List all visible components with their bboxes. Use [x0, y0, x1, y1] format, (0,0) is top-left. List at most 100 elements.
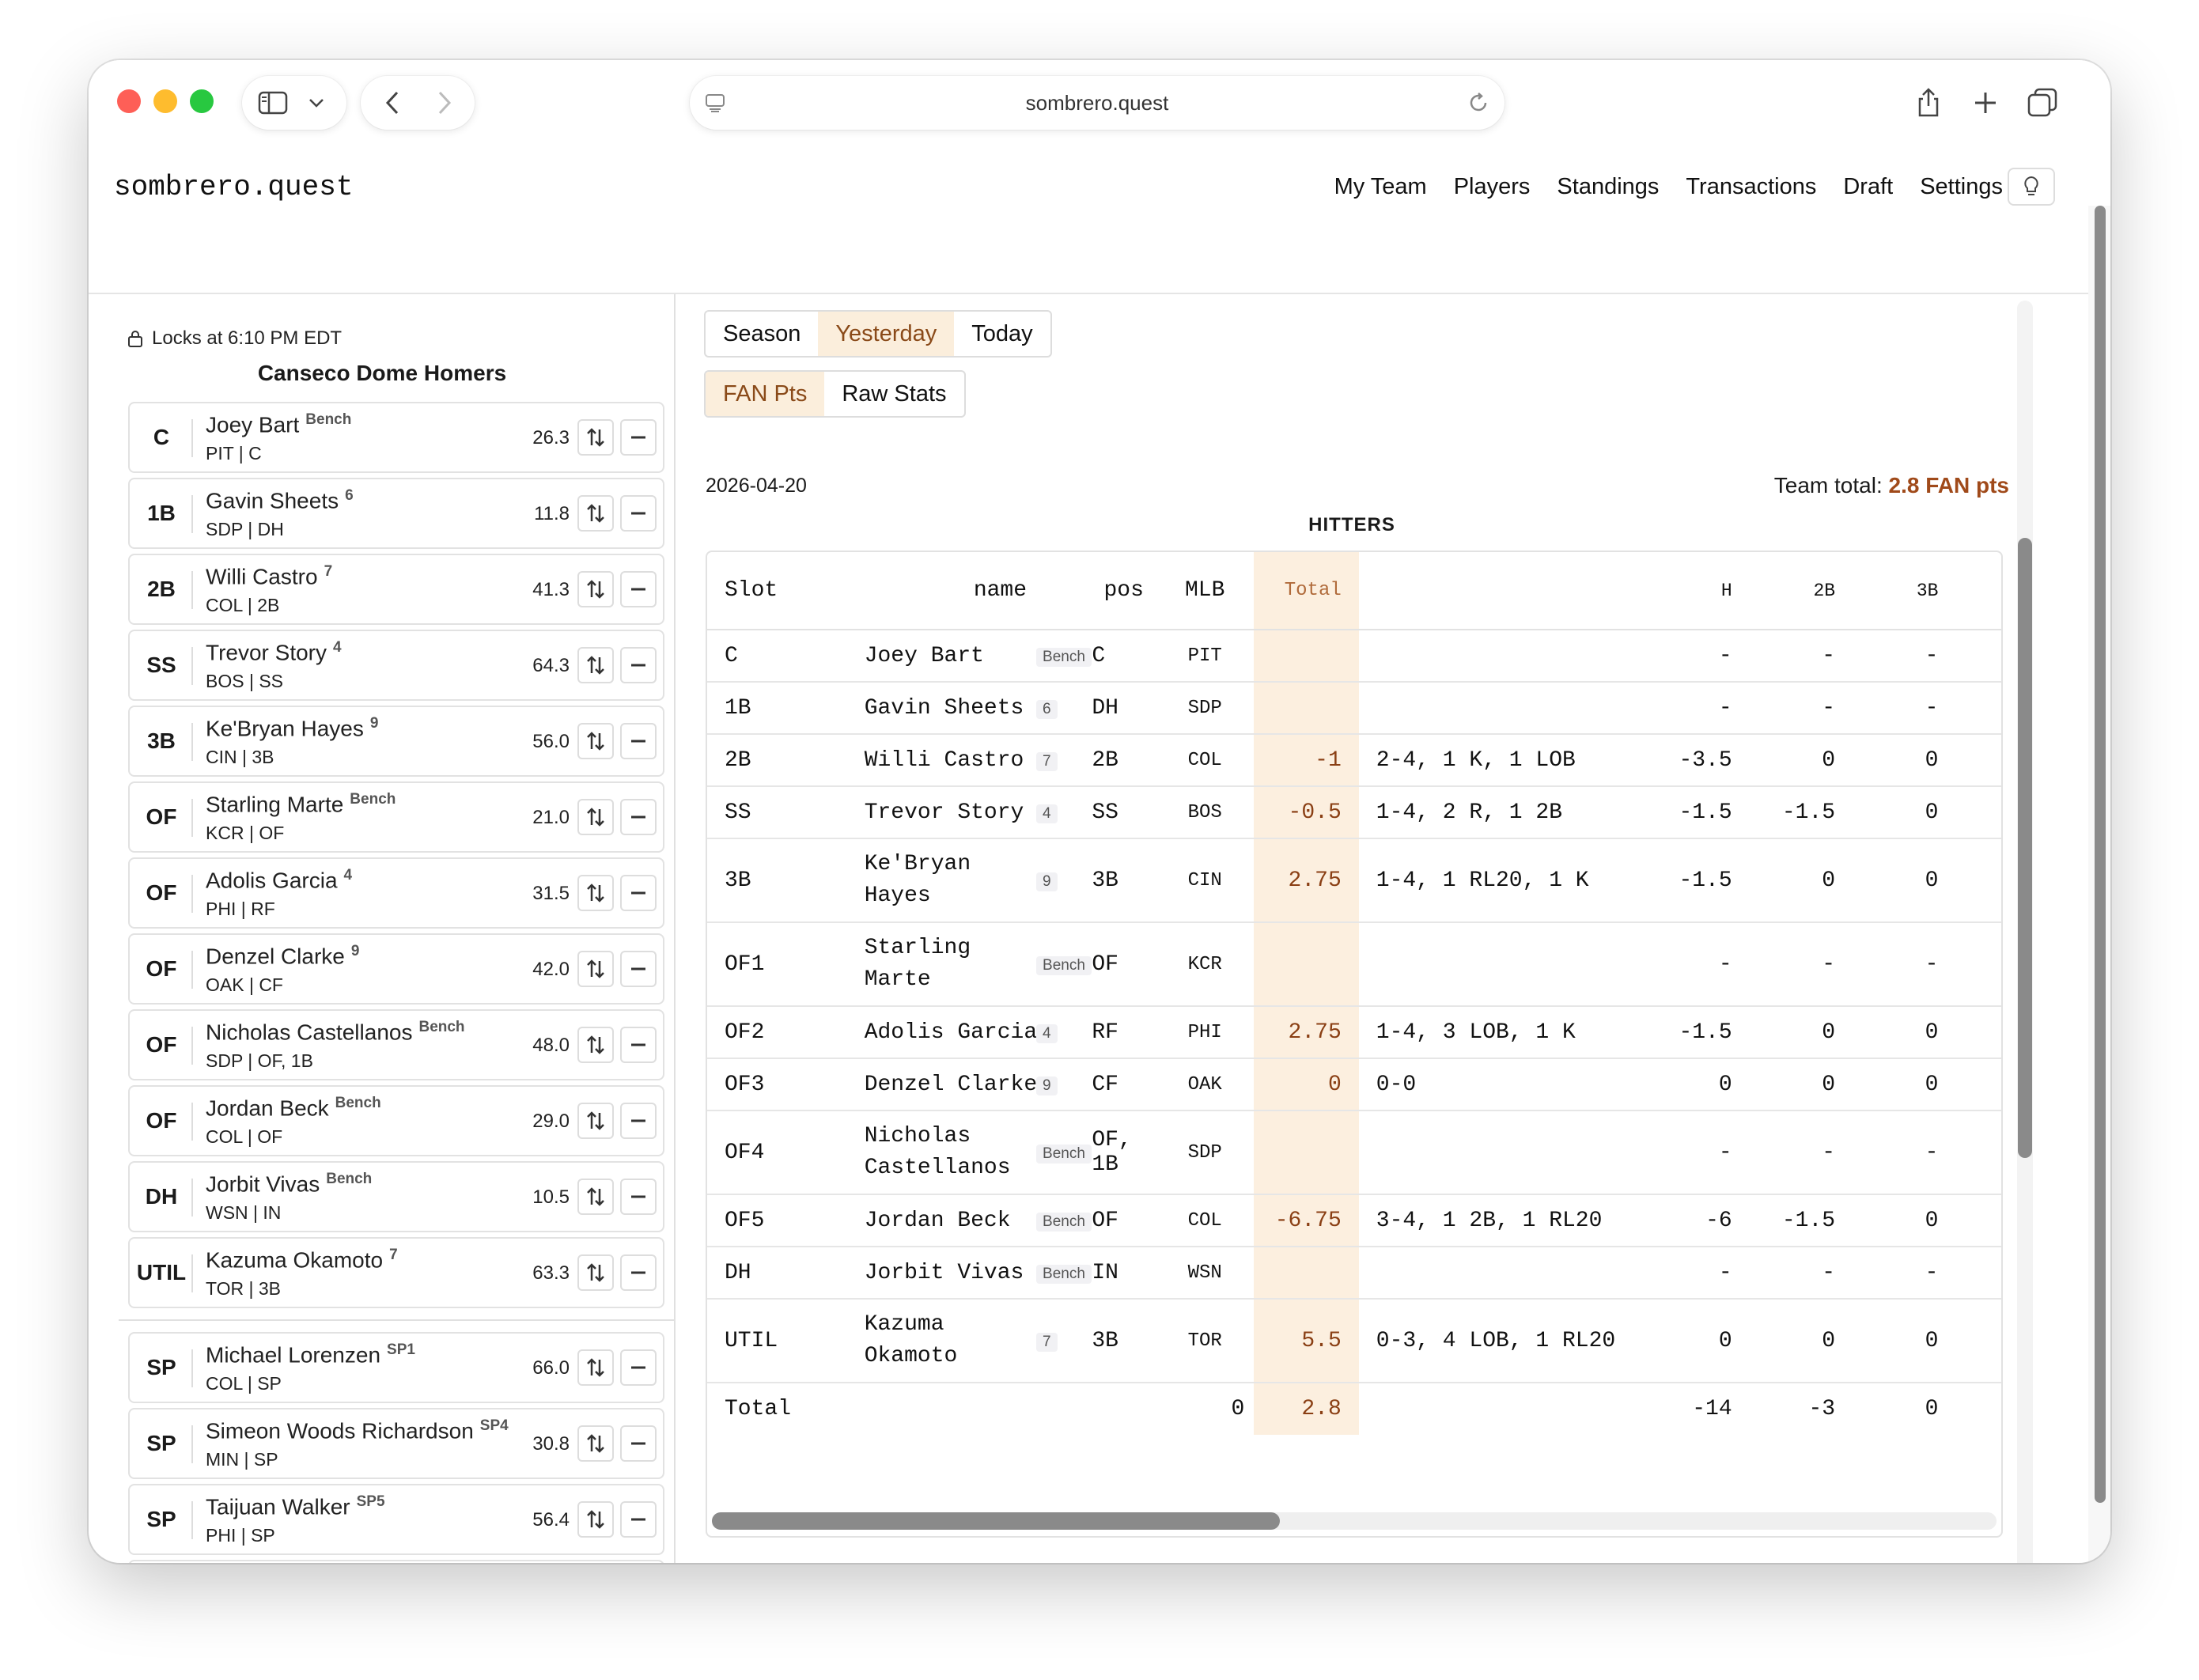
nav-my-team[interactable]: My Team [1334, 174, 1427, 199]
player-name-text[interactable]: Nicholas Castellanos [206, 1020, 413, 1045]
player-name-text[interactable]: Jorbit Vivas [206, 1171, 320, 1197]
roster-row[interactable]: UTIL Kazuma Okamoto 7 TOR | 3B 63.3 [128, 1237, 664, 1308]
horizontal-scrollbar-thumb[interactable] [712, 1512, 1280, 1530]
back-arrow-icon[interactable] [381, 89, 405, 116]
roster-row[interactable]: OF Jordan Beck Bench COL | OF 29.0 [128, 1085, 664, 1156]
stats-vertical-scrollbar-thumb[interactable] [2018, 538, 2032, 1158]
nav-players[interactable]: Players [1453, 174, 1531, 199]
forward-arrow-icon[interactable] [432, 89, 456, 116]
table-row[interactable]: 1B Gavin Sheets 6 DH SDP - - - [707, 682, 2001, 735]
swap-button[interactable] [577, 647, 614, 683]
cell-name[interactable]: Jorbit Vivas [864, 1247, 1037, 1300]
address-bar[interactable]: sombrero.quest [690, 76, 1504, 130]
drop-button[interactable] [620, 647, 657, 683]
col-pos[interactable]: pos [1090, 552, 1156, 630]
player-name[interactable]: Denzel Clarke 9 [206, 943, 359, 969]
player-name-text[interactable]: Trevor Story [206, 640, 327, 665]
drop-button[interactable] [620, 1425, 657, 1462]
share-icon[interactable] [1914, 87, 1943, 119]
player-name[interactable]: Jorbit Vivas Bench [206, 1171, 372, 1197]
cell-name[interactable]: Jordan Beck [864, 1194, 1037, 1247]
cell-name[interactable]: Adolis Garcia [864, 1006, 1037, 1059]
cell-name[interactable]: Denzel Clarke [864, 1058, 1037, 1111]
player-name-text[interactable]: Jordan Beck [206, 1095, 329, 1121]
drop-button[interactable] [620, 495, 657, 532]
close-window-button[interactable] [117, 89, 141, 113]
drop-button[interactable] [620, 1103, 657, 1139]
drop-button[interactable] [620, 1179, 657, 1215]
player-name[interactable]: Simeon Woods Richardson SP4 [206, 1417, 509, 1444]
cell-name[interactable]: Willi Castro [864, 734, 1037, 787]
swap-button[interactable] [577, 1425, 614, 1462]
player-name-text[interactable]: Willi Castro [206, 564, 318, 589]
player-name-text[interactable]: Starling Marte [206, 792, 344, 817]
roster-row[interactable]: SS Trevor Story 4 BOS | SS 64.3 [128, 630, 664, 701]
cell-name[interactable]: Kazuma Okamoto [864, 1299, 1037, 1383]
roster-row[interactable]: SP Michael Lorenzen SP1 COL | SP 66.0 [128, 1332, 664, 1403]
roster-row[interactable]: OF Adolis Garcia 4 PHI | RF 31.5 [128, 857, 664, 929]
player-name[interactable]: Adolis Garcia 4 [206, 867, 352, 893]
swap-button[interactable] [577, 1027, 614, 1063]
cell-name[interactable]: Starling Marte [864, 922, 1037, 1007]
swap-button[interactable] [577, 1103, 614, 1139]
col-3b[interactable]: 3B [1835, 552, 1939, 630]
roster-row[interactable]: 2B Willi Castro 7 COL | 2B 41.3 [128, 554, 664, 625]
new-tab-icon[interactable] [1971, 89, 2000, 117]
player-name-text[interactable]: Kazuma Okamoto [206, 1247, 384, 1273]
player-name-text[interactable]: Michael Lorenzen [206, 1342, 381, 1368]
site-brand[interactable]: sombrero.quest [114, 171, 354, 203]
theme-toggle-button[interactable] [2008, 168, 2055, 206]
player-name[interactable]: Kazuma Okamoto 7 [206, 1247, 398, 1273]
player-name[interactable]: Taijuan Walker SP5 [206, 1493, 385, 1519]
zoom-window-button[interactable] [190, 89, 214, 113]
swap-button[interactable] [577, 1349, 614, 1386]
swap-button[interactable] [577, 495, 614, 532]
player-name[interactable]: Jordan Beck Bench [206, 1095, 381, 1121]
drop-button[interactable] [620, 1254, 657, 1291]
drop-button[interactable] [620, 1501, 657, 1538]
col-total[interactable]: Total [1254, 552, 1359, 630]
table-row[interactable]: OF2 Adolis Garcia 4 RF PHI 2.75 1-4, 3 LOB, 1 … [707, 1006, 2001, 1059]
col-name[interactable]: name [864, 552, 1037, 630]
roster-row[interactable]: 1B Gavin Sheets 6 SDP | DH 11.8 [128, 478, 664, 549]
swap-button[interactable] [577, 1254, 614, 1291]
col-h-extra[interactable]: H [1938, 552, 2001, 630]
roster-row[interactable]: 3B Ke'Bryan Hayes 9 CIN | 3B 56.0 [128, 706, 664, 777]
drop-button[interactable] [620, 875, 657, 911]
drop-button[interactable] [620, 799, 657, 835]
roster-row[interactable]: SPNathan EovaldiSP2TEX | SP36.5 [128, 1560, 664, 1563]
cell-name[interactable]: Joey Bart [864, 630, 1037, 683]
drop-button[interactable] [620, 1349, 657, 1386]
table-row[interactable]: 2B Willi Castro 7 2B COL -1 2-4, 1 K, 1 LOB -3.… [707, 734, 2001, 787]
player-name-text[interactable]: Ke'Bryan Hayes [206, 716, 364, 741]
player-name[interactable]: Trevor Story 4 [206, 639, 342, 665]
stats-vertical-scrollbar[interactable] [2017, 301, 2033, 1563]
roster-row[interactable]: OF Denzel Clarke 9 OAK | CF 42.0 [128, 933, 664, 1005]
roster-row[interactable]: SP Simeon Woods Richardson SP4 MIN | SP 30.8 [128, 1408, 664, 1479]
drop-button[interactable] [620, 723, 657, 759]
drop-button[interactable] [620, 1027, 657, 1063]
drop-button[interactable] [620, 419, 657, 456]
swap-button[interactable] [577, 723, 614, 759]
col-slot[interactable]: Slot [707, 552, 865, 630]
sidebar-toggle-button[interactable] [242, 76, 346, 130]
drop-button[interactable] [620, 951, 657, 987]
player-name-text[interactable]: Gavin Sheets [206, 488, 339, 513]
swap-button[interactable] [577, 799, 614, 835]
player-name[interactable]: Gavin Sheets 6 [206, 487, 354, 513]
table-row[interactable]: OF3 Denzel Clarke 9 CF OAK 0 0-0 0 0 0 [707, 1058, 2001, 1111]
cell-name[interactable]: Gavin Sheets [864, 682, 1037, 735]
cell-name[interactable]: Nicholas Castellanos [864, 1111, 1037, 1195]
cell-name[interactable]: Trevor Story [864, 786, 1037, 839]
player-name[interactable]: Willi Castro 7 [206, 563, 332, 589]
cell-name[interactable]: Ke'Bryan Hayes [864, 838, 1037, 923]
swap-button[interactable] [577, 875, 614, 911]
player-name[interactable]: Starling Marte Bench [206, 791, 396, 817]
col-h[interactable]: H [1641, 552, 1732, 630]
tab-fan-pts[interactable]: FAN Pts [706, 372, 825, 416]
nav-transactions[interactable]: Transactions [1686, 174, 1817, 199]
table-row[interactable]: OF5 Jordan Beck Bench OF COL -6.75 3-4, 1 2B, … [707, 1194, 2001, 1247]
site-settings-icon[interactable] [704, 92, 726, 114]
roster-row[interactable]: DH Jorbit Vivas Bench WSN | IN 10.5 [128, 1161, 664, 1232]
drop-button[interactable] [620, 571, 657, 607]
